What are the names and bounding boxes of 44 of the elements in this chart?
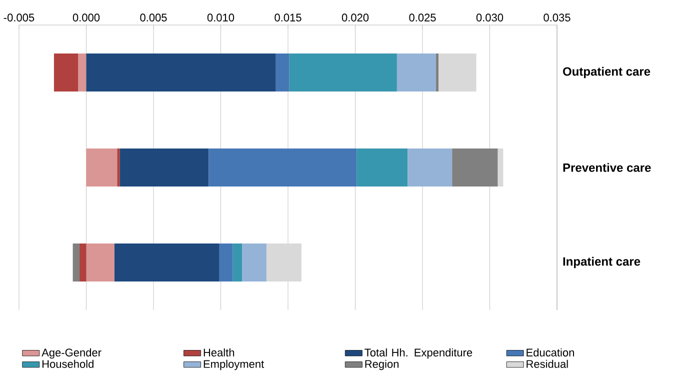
legend-label: Residual xyxy=(526,360,568,368)
legend-label: Employment xyxy=(204,360,264,370)
legend-label: Education xyxy=(526,348,574,356)
bar xyxy=(208,148,357,186)
bar xyxy=(78,54,86,92)
bar xyxy=(219,244,233,282)
x-tick-label: 0.015 xyxy=(274,14,302,22)
bar xyxy=(289,54,397,92)
x-tick-label: 0.020 xyxy=(342,14,369,22)
x-tick-label: 0.000 xyxy=(72,14,100,22)
bar xyxy=(396,54,436,92)
y-tick-label: Inpatient care xyxy=(563,256,640,268)
bar xyxy=(498,148,504,186)
bar xyxy=(80,244,86,282)
x-tick-label: 0.010 xyxy=(207,14,234,22)
legend-label: Health xyxy=(204,348,234,356)
legend-label: Total Hh. Expenditure xyxy=(364,348,472,359)
bar xyxy=(117,148,120,186)
legend-label: Household xyxy=(42,360,94,368)
bar xyxy=(120,148,209,186)
bar xyxy=(436,54,439,92)
bar xyxy=(276,54,290,92)
x-tick-label: 0.030 xyxy=(476,14,504,22)
bar xyxy=(72,244,80,282)
x-tick-label: -0.005 xyxy=(4,14,34,22)
bar xyxy=(408,148,452,186)
bar xyxy=(114,244,220,282)
bar xyxy=(356,148,408,186)
bar xyxy=(266,244,302,282)
bar xyxy=(86,244,114,282)
y-tick-label: Outpatient care xyxy=(563,66,650,78)
legend-label: Age-Gender xyxy=(42,348,102,359)
bar xyxy=(86,148,118,186)
bar xyxy=(438,54,476,92)
x-tick-label: 0.025 xyxy=(409,14,436,22)
x-tick-label: 0.005 xyxy=(140,14,167,22)
bar xyxy=(452,148,498,186)
bar xyxy=(86,54,276,92)
legend-label: Region xyxy=(365,360,399,370)
x-tick-label: 0.035 xyxy=(544,14,570,22)
bar xyxy=(232,244,242,282)
y-tick-label: Preventive care xyxy=(563,163,651,172)
bar xyxy=(54,54,78,92)
bar xyxy=(242,244,266,282)
